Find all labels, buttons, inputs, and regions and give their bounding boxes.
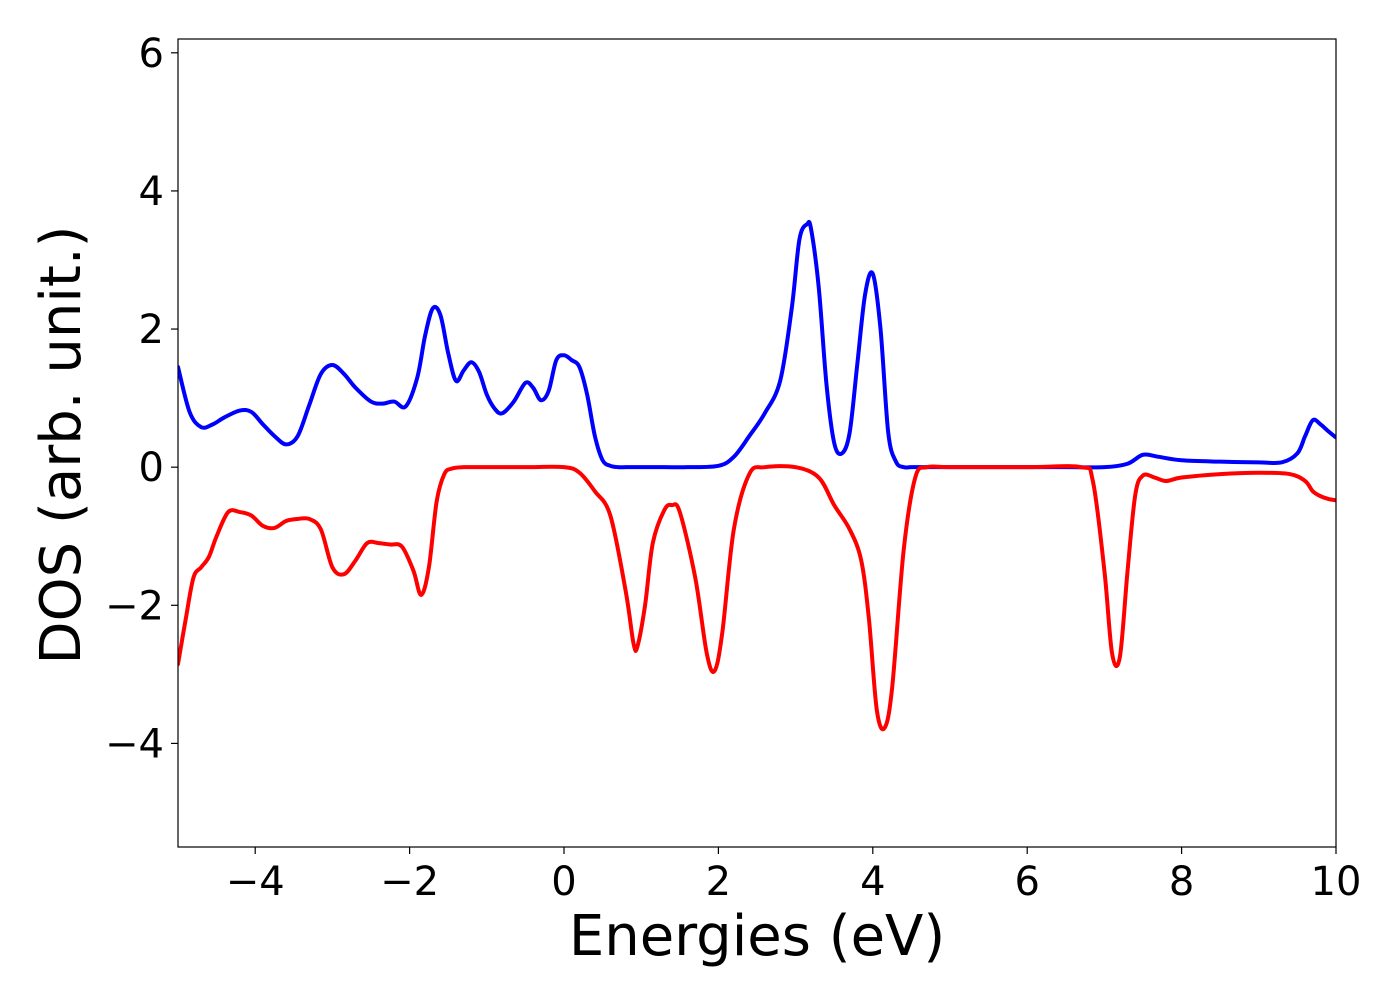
y-axis-label: DOS (arb. unit.)	[29, 225, 94, 664]
y-axis: −4 −2 0 2 4 6	[105, 31, 178, 767]
x-tick-label: 4	[860, 859, 885, 905]
y-tick-label: 4	[139, 169, 164, 215]
x-axis: −4 −2 0 2 4 6 8 10	[226, 847, 1362, 905]
x-axis-label: Energies (eV)	[569, 904, 945, 969]
x-tick-label: 2	[706, 859, 731, 905]
y-tick-label: −2	[105, 583, 164, 629]
y-tick-label: 2	[139, 307, 164, 353]
series-layer	[178, 219, 1336, 732]
x-tick-label: 8	[1169, 859, 1194, 905]
x-tick-label: 0	[551, 859, 576, 905]
plot-frame	[177, 38, 1337, 848]
x-tick-label: 6	[1014, 859, 1039, 905]
y-tick-label: 6	[139, 31, 164, 77]
series-line-spin-up	[178, 219, 1336, 470]
x-tick-label: 10	[1311, 859, 1362, 905]
x-tick-label: −4	[226, 859, 285, 905]
y-tick-label: 0	[139, 445, 164, 491]
y-tick-label: −4	[105, 721, 164, 767]
x-tick-label: −2	[380, 859, 439, 905]
series-line-spin-down	[178, 464, 1336, 732]
